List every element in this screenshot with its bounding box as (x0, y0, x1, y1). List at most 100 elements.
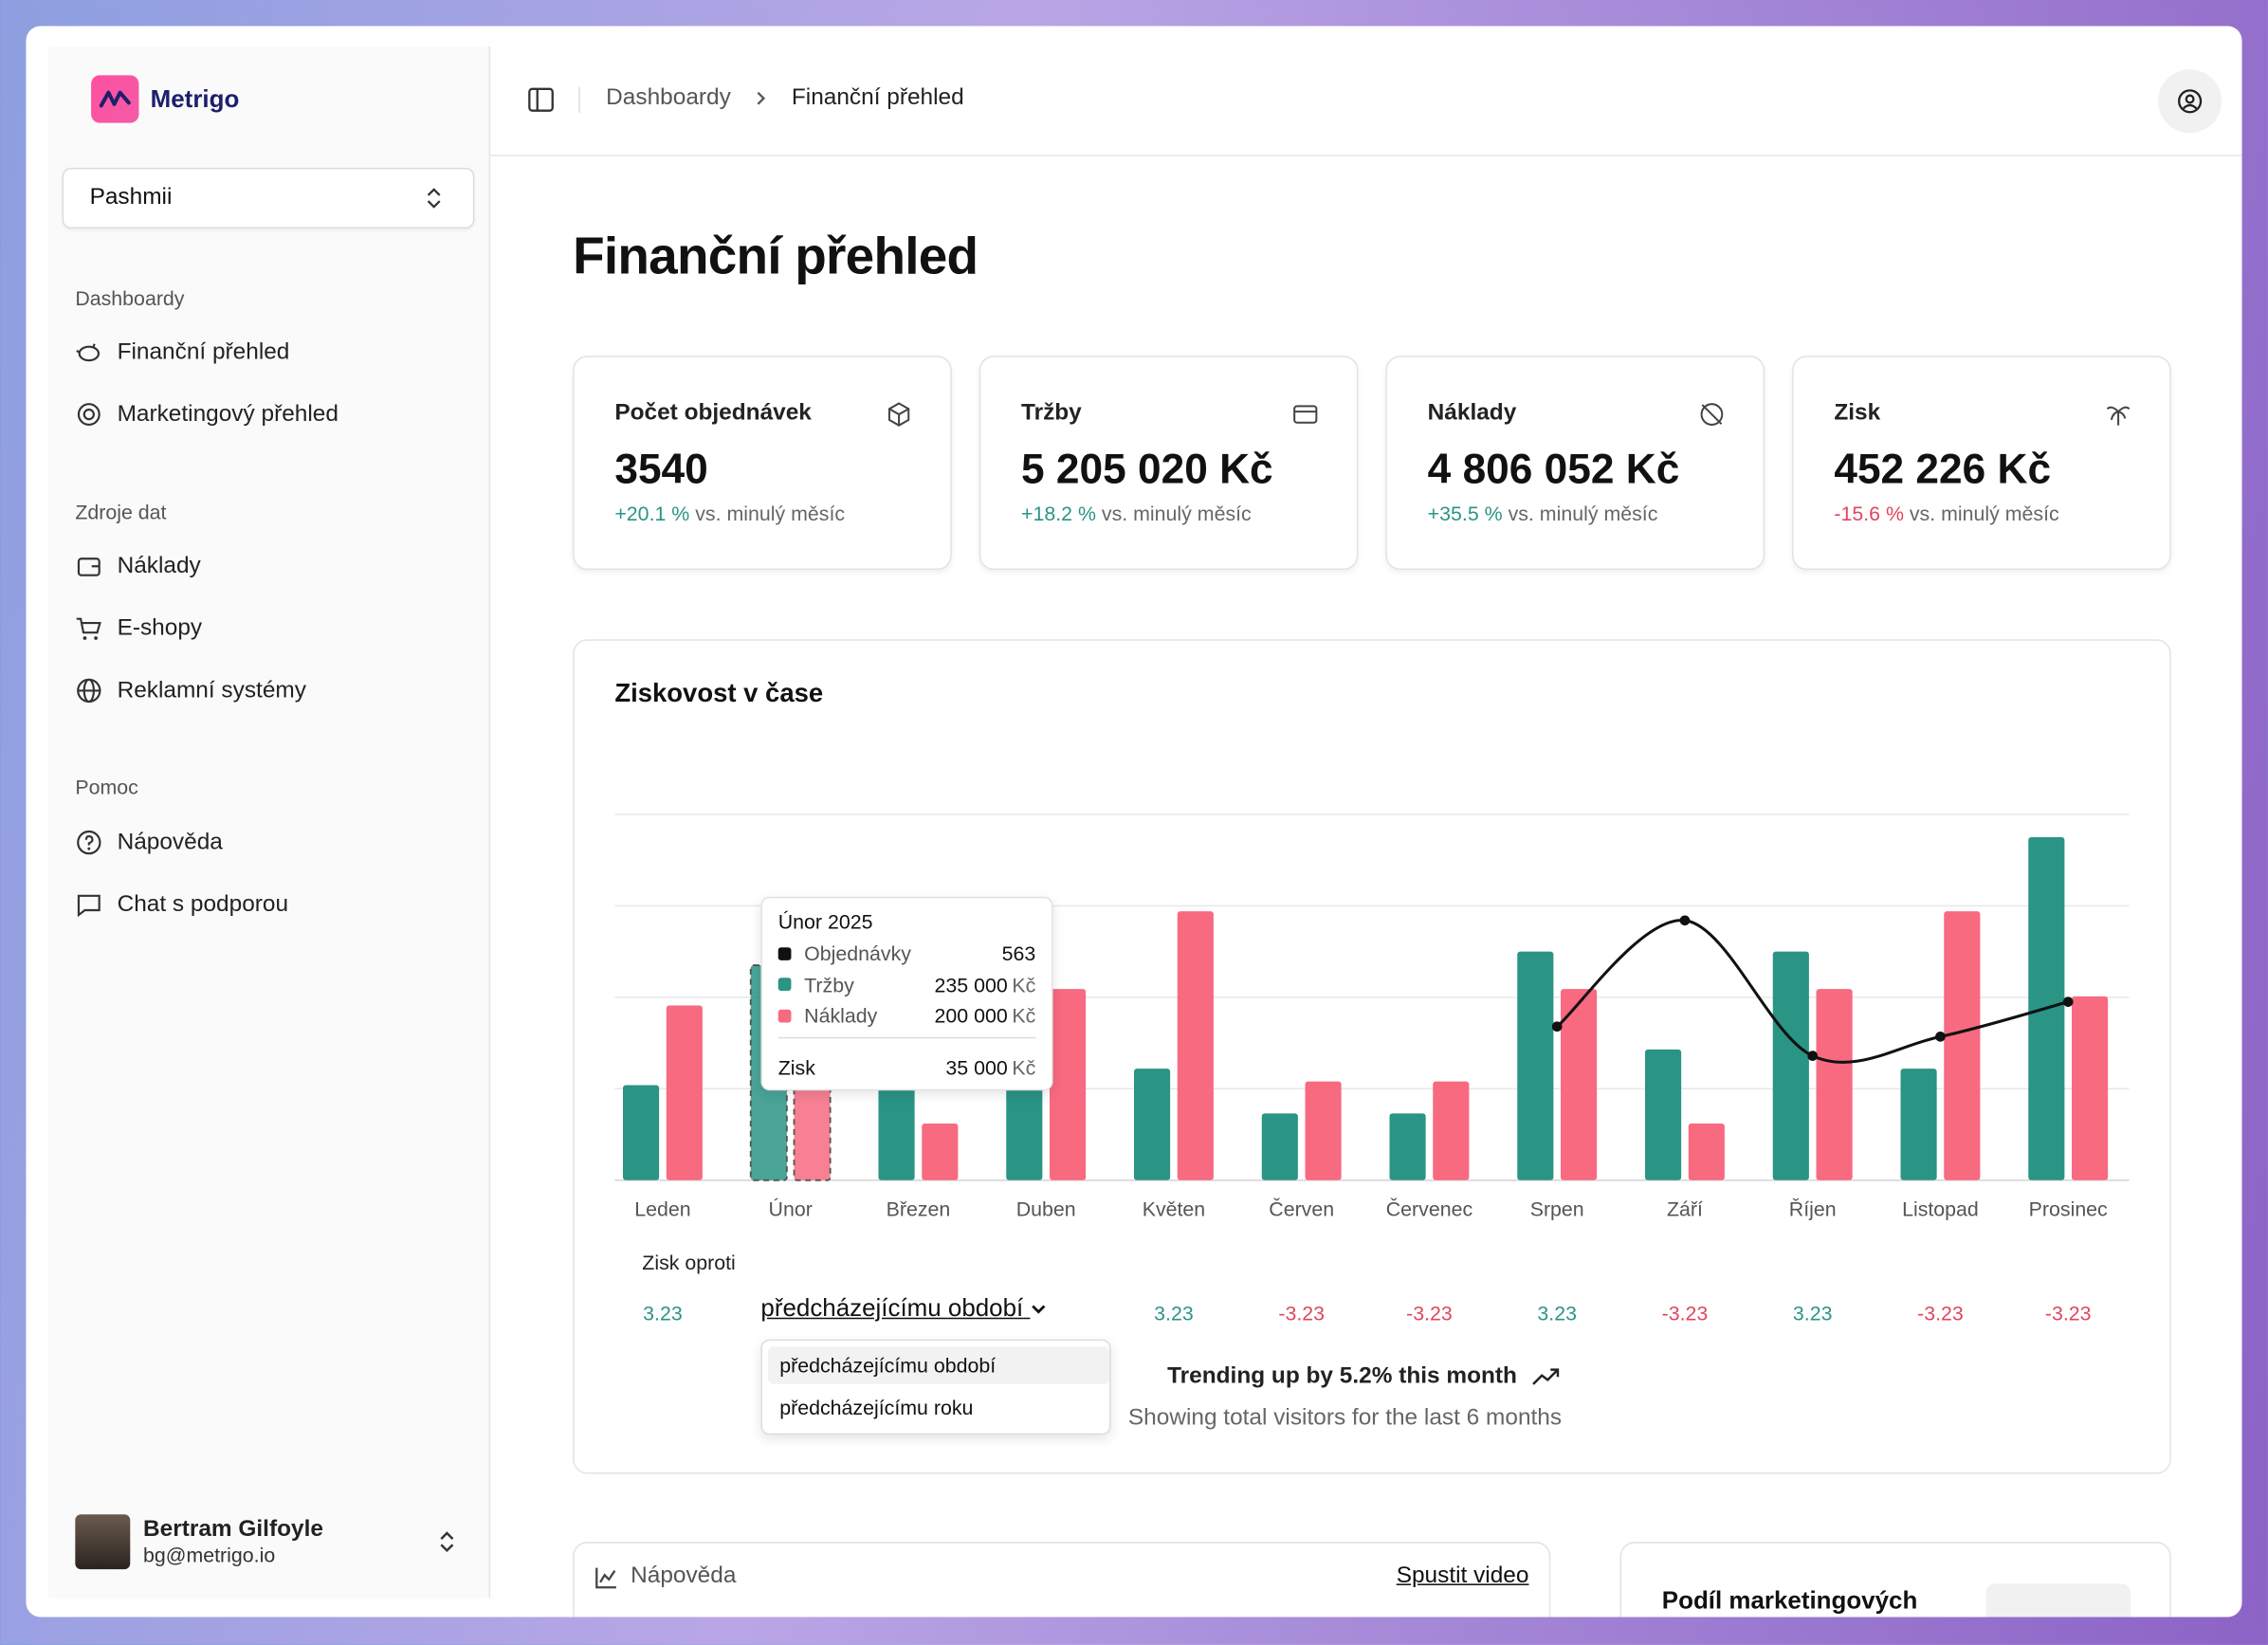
kpi-value: 5 205 020 Kč (1021, 447, 1273, 494)
page-title: Finanční přehled (573, 225, 979, 285)
nav-item[interactable]: Náklady (75, 553, 201, 580)
kpi-label: Náklady (1427, 400, 1517, 426)
nav-label: Finanční přehled (117, 338, 290, 364)
bar (1561, 989, 1598, 1180)
share-title: Podíl marketingových (1661, 1586, 1918, 1615)
menu-option[interactable]: předcházejícímu roku (779, 1396, 974, 1419)
kpi-change: +20.1 % (614, 502, 690, 525)
row-unit: Kč (1012, 972, 1036, 996)
nav-item[interactable]: Nápověda (75, 829, 223, 856)
divider (578, 86, 580, 113)
nav-item[interactable]: E-shopy (75, 614, 202, 642)
crumb: Finanční přehled (791, 85, 964, 110)
kpi-icon (886, 401, 913, 429)
bar (1006, 1070, 1043, 1180)
x-tick-label: Květen (1143, 1197, 1205, 1220)
bar (1517, 951, 1554, 1180)
profile-button[interactable] (2158, 69, 2222, 134)
bar (1816, 989, 1853, 1180)
x-tick-label: Červenec (1386, 1197, 1473, 1220)
x-tick-label: Duben (1016, 1197, 1076, 1220)
line-point (1551, 1021, 1563, 1033)
nav-item[interactable]: Finanční přehled (75, 338, 289, 366)
app-window: Metrigo Pashmii Dashboardy Finanční přeh… (26, 26, 2242, 1618)
kpi-value: 3540 (614, 447, 708, 494)
x-tick-label: Leden (634, 1197, 690, 1220)
nav-item[interactable]: Reklamní systémy (75, 677, 306, 704)
kpi-icon (2105, 401, 2132, 429)
bar (1389, 1113, 1426, 1180)
comparison-value: 3.23 (1793, 1302, 1833, 1325)
workspace-select[interactable]: Pashmii (62, 167, 475, 229)
trend-sub: Showing total visitors for the last 6 mo… (1127, 1405, 1563, 1431)
row-label: Objednávky (804, 941, 911, 965)
period-menu: předcházejícímu období předcházejícímu r… (760, 1339, 1111, 1435)
kpi-change: +18.2 % (1021, 502, 1096, 525)
kpi-change-line: -15.6 % vs. minulý měsíc (1834, 502, 2058, 524)
row-unit: Kč (1012, 1003, 1036, 1028)
nav-label: Nápověda (117, 829, 223, 854)
comparison-label: Zisk oproti (642, 1252, 735, 1274)
comparison-value: 3.23 (1154, 1302, 1194, 1325)
line-point (1679, 915, 1691, 926)
comparison-value: -3.23 (1662, 1302, 1709, 1325)
tooltip-title: Únor 2025 (777, 909, 873, 933)
tooltip-row: Objednávky 563 (777, 941, 1036, 965)
row-value: 563 (1001, 941, 1036, 965)
kpi-label: Tržby (1021, 400, 1082, 426)
help-title: Nápověda (631, 1563, 737, 1588)
x-tick-label: Červen (1269, 1197, 1334, 1220)
nav-label: Marketingový přehled (117, 401, 338, 427)
trend-line: Trending up by 5.2% this month (1167, 1364, 1561, 1390)
brand-name: Metrigo (150, 84, 240, 113)
bar (1944, 911, 1981, 1180)
kpi-note: vs. minulý měsíc (1101, 502, 1252, 525)
row-label: Tržby (804, 972, 854, 996)
kpi-label: Počet objednávek (614, 400, 812, 426)
brand[interactable]: Metrigo (91, 75, 240, 123)
kpi-change: +35.5 % (1427, 502, 1503, 525)
line (1556, 919, 2069, 1064)
x-tick-label: Srpen (1530, 1197, 1584, 1220)
video-link[interactable]: Spustit video (1396, 1563, 1529, 1588)
crumb[interactable]: Dashboardy (606, 85, 731, 110)
line-point (2062, 996, 2074, 1007)
user-menu[interactable]: Bertram Gilfoyle bg@metrigo.io (75, 1514, 323, 1570)
nav-item[interactable]: Chat s podporou (75, 891, 288, 919)
nav-label: Náklady (117, 553, 201, 578)
selected-option: předcházejícímu období (760, 1294, 1024, 1323)
comparison-value: 3.23 (1537, 1302, 1577, 1325)
period-select[interactable]: předcházejícímu období (760, 1294, 1048, 1324)
bar (2072, 996, 2109, 1180)
nav-label: E-shopy (117, 615, 203, 641)
bar (666, 1005, 703, 1180)
kpi-card: Náklady 4 806 052 Kč +35.5 % vs. minulý mě… (1385, 356, 1765, 571)
tooltip: Únor 2025 Objednávky 563 Tržby 235 000 Kč Nák… (760, 896, 1053, 1091)
row-value: 235 000 (934, 972, 1008, 996)
sidebar-toggle[interactable] (528, 87, 554, 113)
menu-option[interactable]: předcházejícímu období (768, 1346, 1110, 1384)
bar (1050, 989, 1087, 1180)
group-title: Zdroje dat (75, 500, 167, 524)
bar (1772, 951, 1809, 1180)
kpi-note: vs. minulý měsíc (695, 502, 846, 525)
kpi-note: vs. minulý měsíc (1909, 502, 2059, 525)
group-title: Pomoc (75, 775, 138, 799)
kpi-card: Zisk 452 226 Kč -15.6 % vs. minulý měsíc (1792, 356, 2171, 571)
line-point (1935, 1031, 1946, 1042)
comparison-value: -3.23 (1278, 1302, 1325, 1325)
bar (1177, 911, 1214, 1180)
bar (622, 1085, 660, 1180)
sidebar: Metrigo Pashmii Dashboardy Finanční přeh… (47, 46, 491, 1599)
chart-title: Ziskovost v čase (614, 678, 824, 707)
nav-item[interactable]: Marketingový přehled (75, 401, 338, 429)
row-value: 200 000 (934, 1003, 1008, 1028)
toggle[interactable] (1985, 1583, 2131, 1618)
x-tick-label: Březen (887, 1197, 951, 1220)
comparison-value: -3.23 (1917, 1302, 1964, 1325)
bar (1900, 1069, 1937, 1180)
bar (1688, 1123, 1725, 1180)
x-tick-label: Prosinec (2029, 1197, 2108, 1220)
